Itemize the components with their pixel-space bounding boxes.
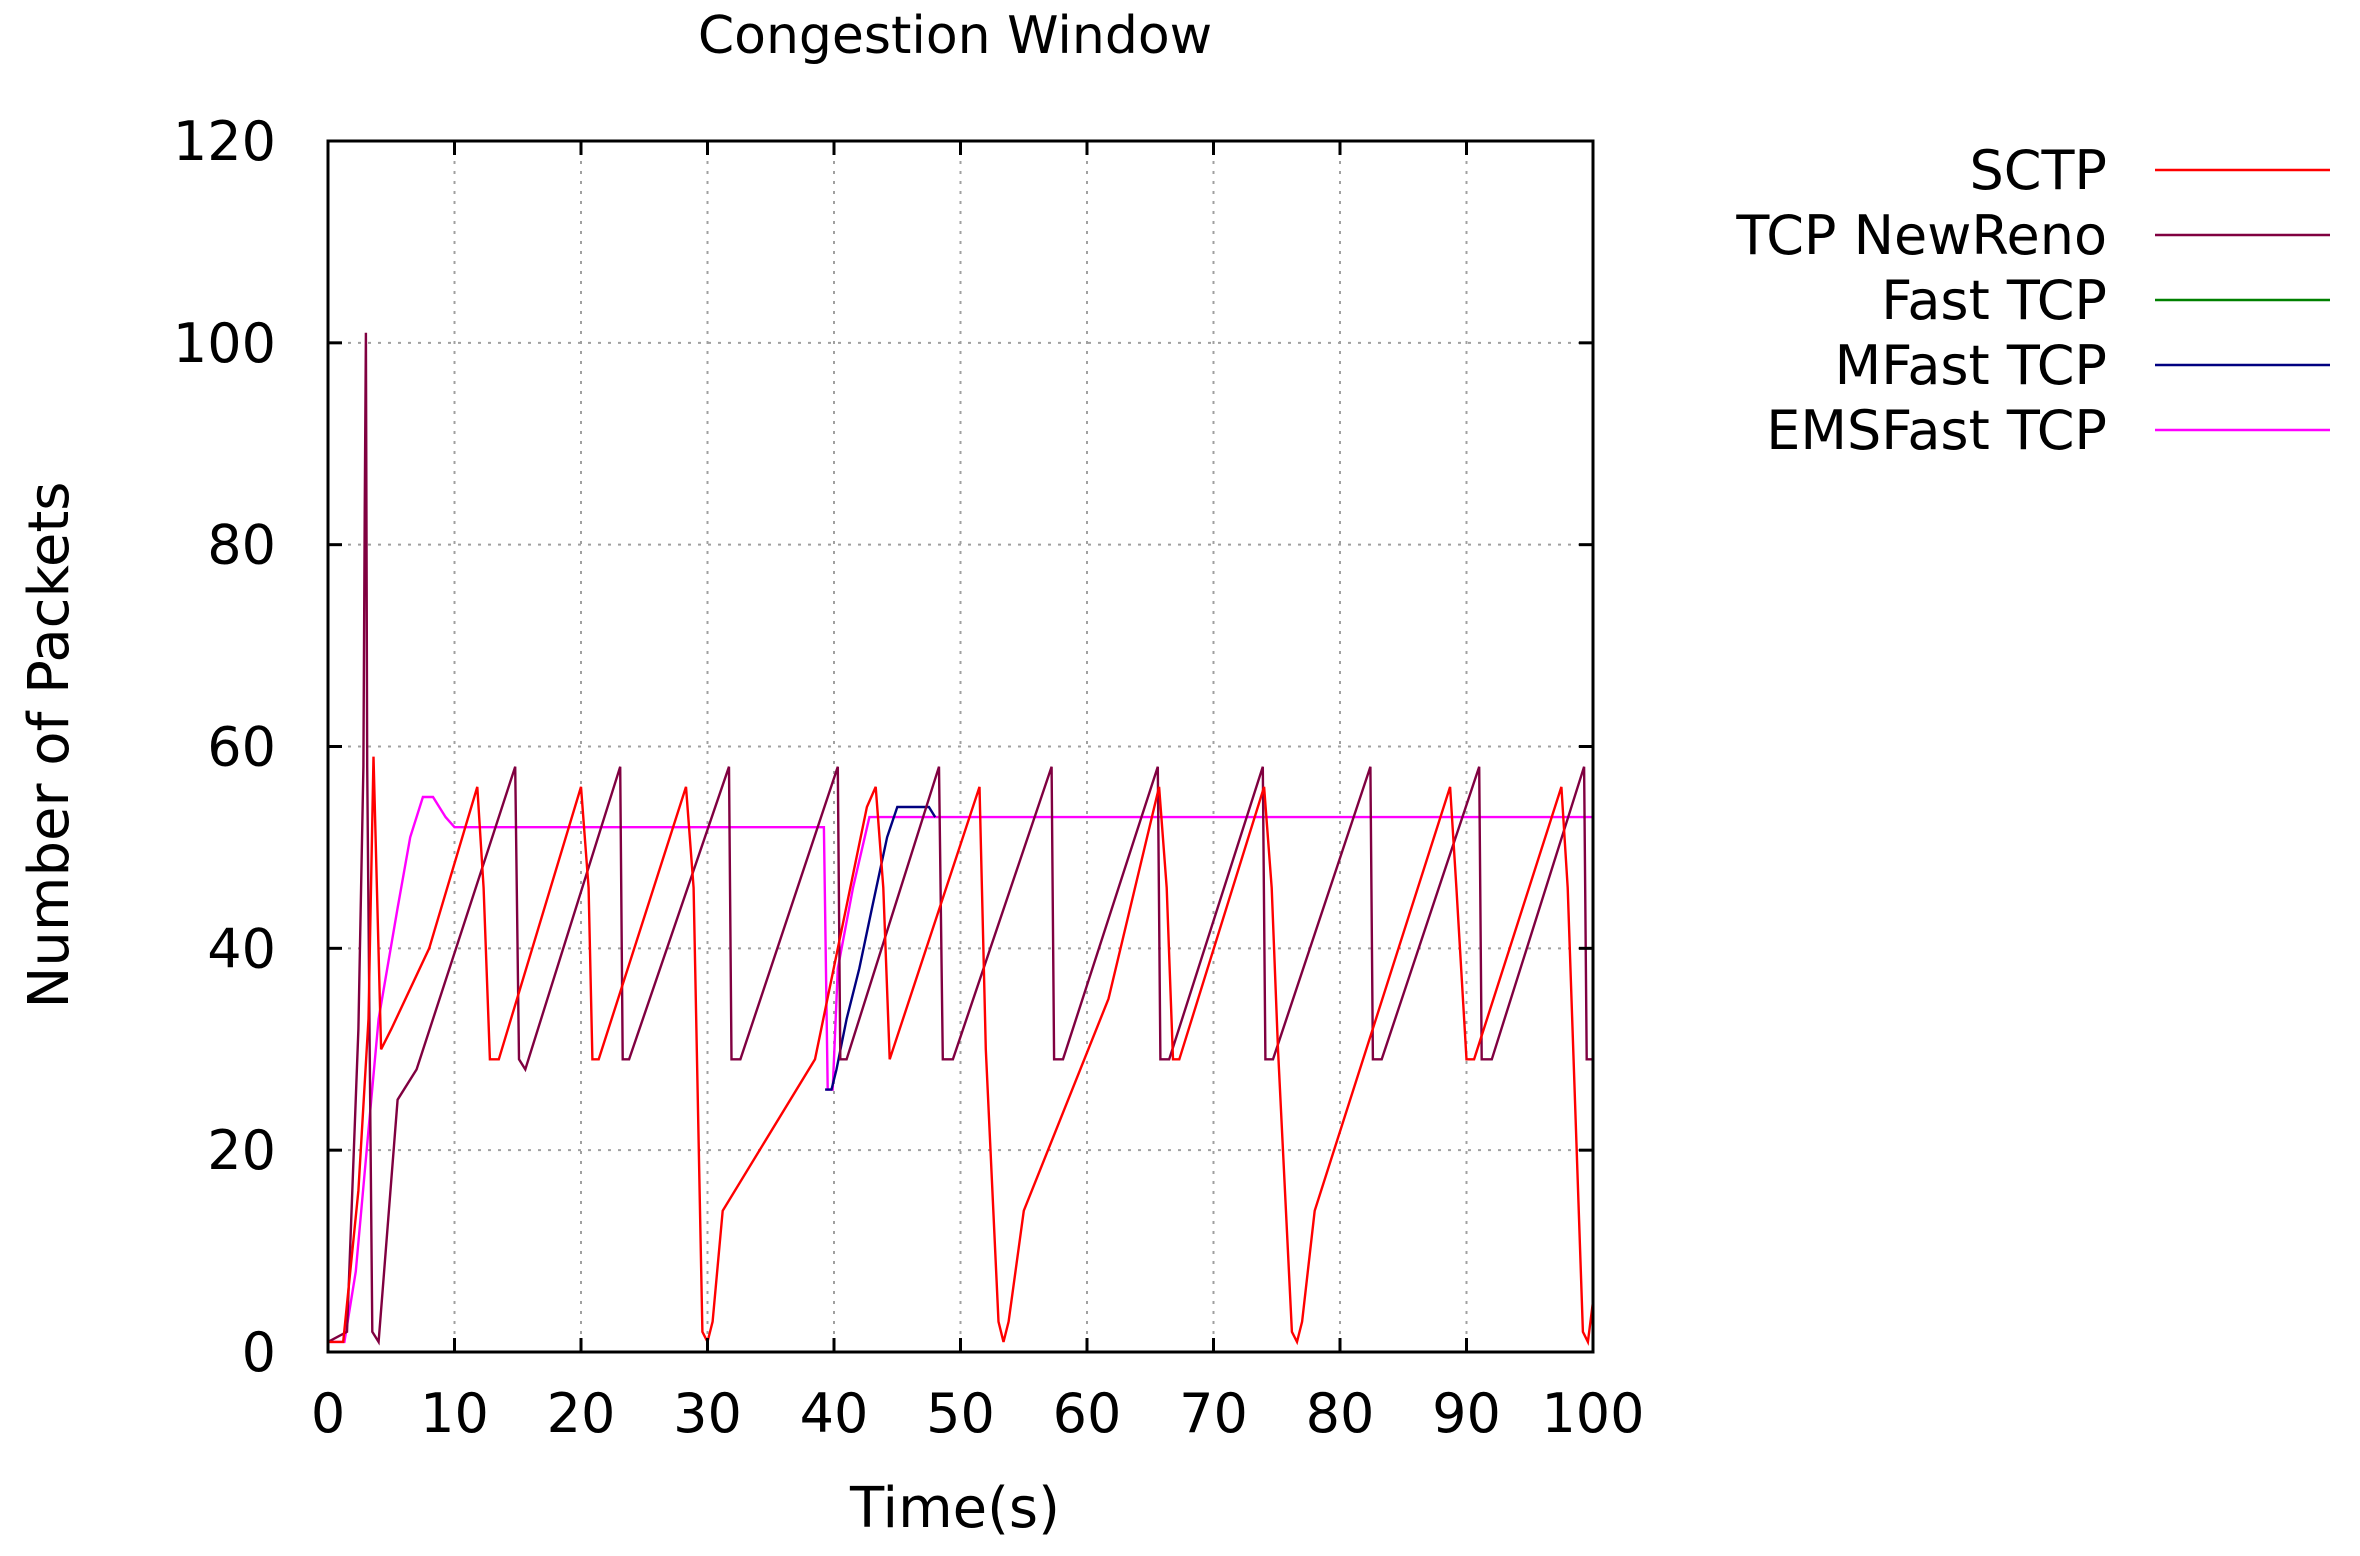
y-tick-label: 40 — [207, 917, 276, 980]
series-line-tcp-newreno — [327, 332, 1593, 1346]
x-tick-label: 10 — [420, 1382, 489, 1445]
x-tick-label: 30 — [673, 1382, 742, 1445]
x-tick-label: 100 — [1541, 1382, 1644, 1445]
x-tick-label: 90 — [1432, 1382, 1501, 1445]
y-tick-label: 0 — [242, 1321, 276, 1384]
legend-label: TCP NewReno — [1735, 204, 2107, 267]
grid-layer — [328, 141, 1593, 1352]
legend-item-emsfast-tcp: EMSFast TCP — [1766, 399, 2330, 462]
series-line-mfast-tcp — [825, 805, 937, 1091]
tick-layer: 0 10 20 30 40 50 60 70 80 90 100 0 20 40 60 80 100 120 — [173, 110, 1645, 1445]
y-tick-label: 100 — [173, 312, 276, 375]
legend-label: SCTP — [1969, 139, 2107, 202]
y-axis-label: Number of Packets — [17, 482, 82, 1009]
series-layer — [327, 332, 1595, 1347]
legend-item-fast-tcp: Fast TCP — [1881, 269, 2330, 332]
y-tick-label: 120 — [173, 110, 276, 173]
x-tick-label: 60 — [1053, 1382, 1122, 1445]
legend-item-mfast-tcp: MFast TCP — [1835, 334, 2330, 397]
x-tick-label: 20 — [547, 1382, 616, 1445]
y-tick-label: 20 — [207, 1119, 276, 1182]
x-tick-label: 70 — [1179, 1382, 1248, 1445]
legend-item-sctp: SCTP — [1969, 139, 2330, 202]
legend-label: MFast TCP — [1835, 334, 2107, 397]
y-tick-label: 60 — [207, 716, 276, 779]
x-tick-label: 50 — [926, 1382, 995, 1445]
x-axis-label: Time(s) — [849, 1476, 1060, 1541]
legend-item-tcp-newreno: TCP NewReno — [1735, 204, 2330, 267]
y-tick-label: 80 — [207, 514, 276, 577]
x-tick-label: 0 — [311, 1382, 345, 1445]
legend-label: EMSFast TCP — [1766, 399, 2107, 462]
x-tick-label: 40 — [800, 1382, 869, 1445]
series-line-sctp — [328, 756, 1595, 1347]
x-tick-label: 80 — [1306, 1382, 1375, 1445]
legend-label: Fast TCP — [1881, 269, 2107, 332]
chart-title: Congestion Window — [698, 6, 1212, 66]
